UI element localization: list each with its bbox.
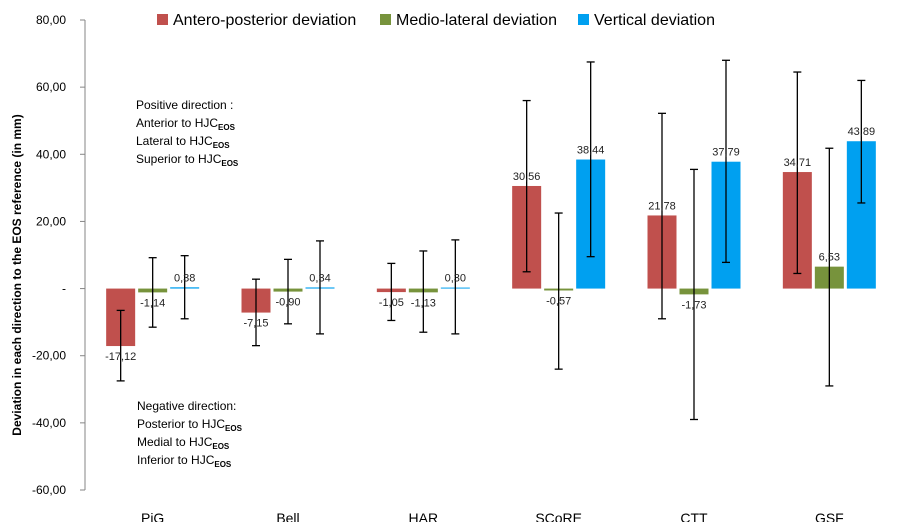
x-category-label: GSF xyxy=(815,510,844,522)
negative-note-heading: Negative direction: xyxy=(137,399,236,413)
y-axis-label: Deviation in each direction to the EOS r… xyxy=(10,114,24,435)
axes: 80,00 60,00 40,00 20,00 - -20,00 -40,00 -60,00 P… xyxy=(32,13,844,522)
y-tick-label: 20,00 xyxy=(36,214,66,228)
positive-note-line: Lateral to HJCEOS xyxy=(136,134,230,150)
legend-label: Medio-lateral deviation xyxy=(396,12,557,29)
x-category-label: CTT xyxy=(680,510,708,522)
positive-note-heading: Positive direction : xyxy=(136,98,233,112)
x-category-label: PiG xyxy=(141,510,164,522)
bars xyxy=(106,141,876,347)
data-label: 0,38 xyxy=(174,272,195,284)
y-tick-label: 60,00 xyxy=(36,80,66,94)
negative-note-line: Medial to HJCEOS xyxy=(137,435,230,451)
y-tick-label: -20,00 xyxy=(32,349,66,363)
y-tick-label: 40,00 xyxy=(36,147,66,161)
data-label: 6,53 xyxy=(819,252,840,264)
data-label: 30,56 xyxy=(513,171,541,183)
y-tick-label: - xyxy=(62,282,66,296)
y-tick-label: -40,00 xyxy=(32,416,66,430)
data-label: 43,89 xyxy=(848,126,876,138)
data-label: -1,05 xyxy=(379,297,404,309)
data-label: 0,30 xyxy=(445,273,466,285)
y-tick-label: -60,00 xyxy=(32,483,66,497)
positive-note-line: Superior to HJCEOS xyxy=(136,152,239,168)
data-label: -0,90 xyxy=(275,297,300,309)
x-category-label: Bell xyxy=(276,510,299,522)
data-label: 0,34 xyxy=(309,272,330,284)
data-label: -1,73 xyxy=(681,299,706,311)
legend-swatch xyxy=(380,14,391,25)
data-labels: -17,12 -7,15 -1,05 30,56 21,78 34,71 -1,14 -0,9… xyxy=(105,126,875,363)
data-label: -17,12 xyxy=(105,351,136,363)
negative-note-line: Posterior to HJCEOS xyxy=(137,417,243,433)
data-label: 37,79 xyxy=(712,147,740,159)
positive-note-line: Anterior to HJCEOS xyxy=(136,116,236,132)
data-label: -0,57 xyxy=(546,295,571,307)
legend-label: Vertical deviation xyxy=(594,12,715,29)
data-label: -7,15 xyxy=(243,318,268,330)
data-label: 38,44 xyxy=(577,145,605,157)
x-category-label: SCoRE xyxy=(535,510,582,522)
negative-direction-note: Negative direction: Posterior to HJCEOS … xyxy=(137,399,243,469)
legend-swatch xyxy=(578,14,589,25)
data-label: -1,14 xyxy=(140,297,165,309)
legend: Antero-posterior deviation Medio-lateral … xyxy=(157,12,715,29)
data-label: -1,13 xyxy=(411,297,436,309)
data-label: 34,71 xyxy=(784,157,812,169)
legend-swatch xyxy=(157,14,168,25)
legend-label: Antero-posterior deviation xyxy=(173,12,356,29)
error-bars xyxy=(116,59,866,421)
y-tick-label: 80,00 xyxy=(36,13,66,27)
negative-note-line: Inferior to HJCEOS xyxy=(137,453,232,469)
data-label: 21,78 xyxy=(648,200,676,212)
positive-direction-note: Positive direction : Anterior to HJCEOS … xyxy=(136,98,239,168)
x-category-label: HAR xyxy=(409,510,439,522)
